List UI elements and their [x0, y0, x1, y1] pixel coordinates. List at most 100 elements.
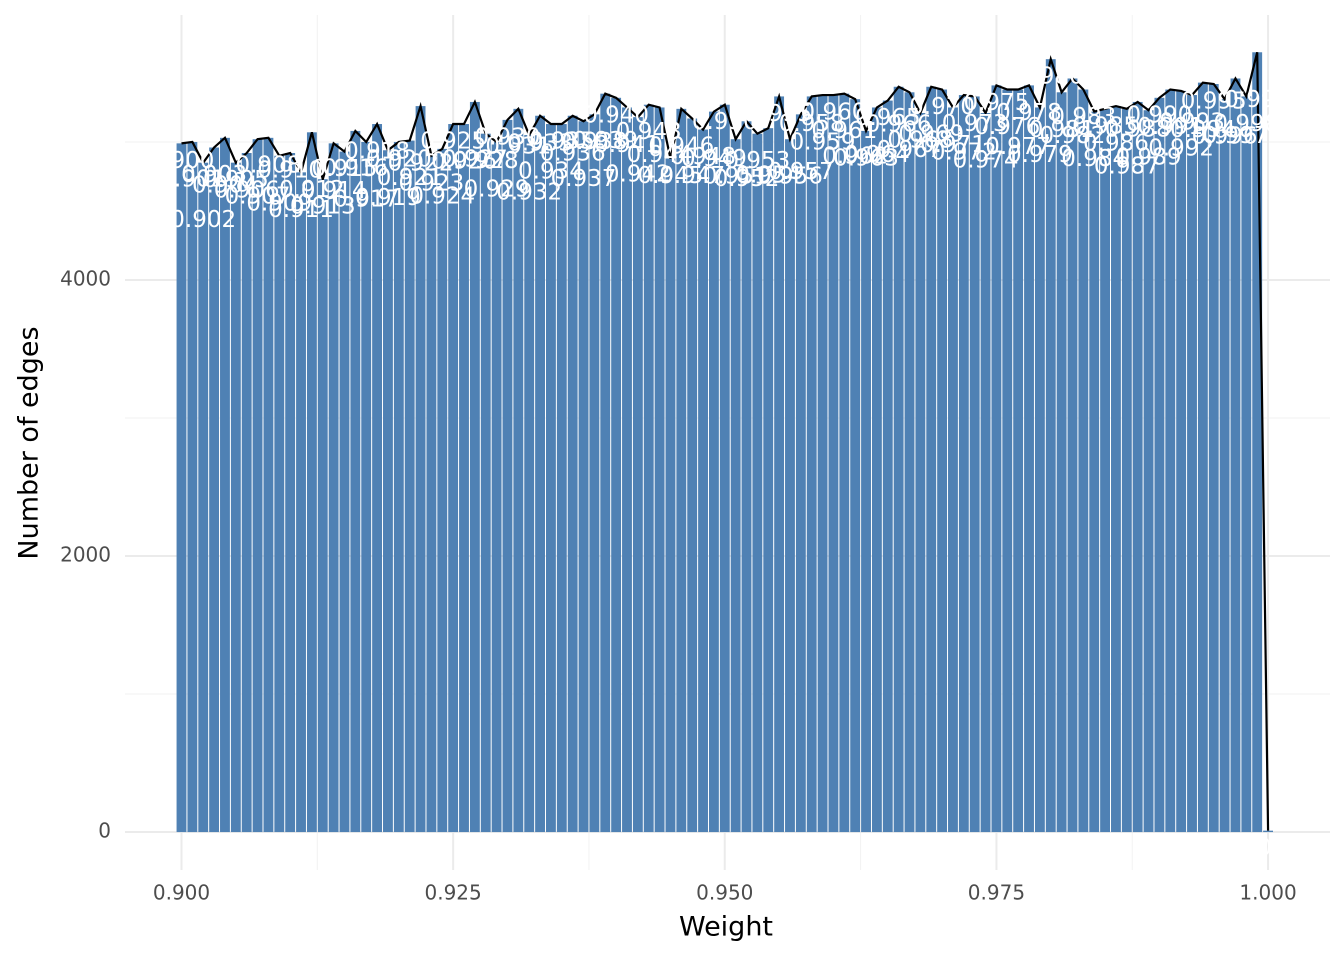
y-tick-label: 0 [98, 819, 111, 843]
point-label: 0.975 [963, 90, 1029, 116]
bar [1208, 84, 1219, 833]
bar [785, 139, 795, 833]
x-tick-label: 0.950 [696, 881, 753, 905]
point-label: 0.923 [398, 170, 464, 196]
bar [915, 112, 926, 833]
bar [611, 97, 622, 833]
point-label: 0.930 [475, 124, 541, 150]
point-label: 0.919 [355, 185, 421, 211]
bar [513, 108, 524, 833]
bar [632, 117, 643, 833]
bar [350, 130, 361, 833]
bar [752, 133, 763, 833]
point-label: 0.905 [203, 167, 269, 193]
point-label: 0.970 [909, 94, 975, 120]
bar [1197, 82, 1208, 833]
point-label: 0.974 [953, 147, 1019, 173]
x-tick-label: 0.925 [425, 881, 482, 905]
point-label: 0.911 [268, 197, 334, 223]
point-label: 0.918 [344, 139, 410, 165]
point-label: 0.920 [366, 146, 432, 172]
point-label: 0.986 [1083, 131, 1149, 157]
point-label: 0.983 [1050, 104, 1116, 130]
point-label: 0.927 [442, 146, 508, 172]
bar [372, 124, 383, 833]
point-label: 0.977 [985, 134, 1051, 160]
bar [198, 162, 209, 833]
point-label: 0.929 [464, 176, 530, 202]
bar [1252, 52, 1263, 833]
bar [274, 155, 285, 833]
bar [296, 172, 306, 833]
bar [958, 95, 969, 833]
point-label: 0.973 [942, 111, 1008, 137]
point-label: 0.960 [801, 100, 867, 126]
bar [622, 107, 632, 833]
bar [502, 119, 513, 833]
point-label: 0.949 [681, 146, 747, 172]
bar [1056, 92, 1067, 833]
point-label: 0.906 [214, 178, 280, 204]
point-label: 0.961 [811, 118, 877, 144]
point-label: 0.990 [1126, 102, 1192, 128]
point-label: 0.992 [1148, 135, 1214, 161]
point-label: 0.956 [757, 164, 823, 190]
point-label: 0.968 [887, 127, 953, 153]
point-label: 0.952 [714, 166, 780, 192]
point-label: 0.951 [703, 164, 769, 190]
y-tick-label: 2000 [60, 543, 111, 567]
point-label: 0.995 [1181, 89, 1247, 115]
point-label: 0.913 [290, 194, 356, 220]
point-label: 0.972 [931, 140, 997, 166]
bar [176, 143, 187, 833]
bar [643, 104, 654, 833]
point-label: 0.914 [301, 178, 367, 204]
bar [556, 124, 567, 833]
point-label: 0.994 [1170, 117, 1236, 143]
point-label: 0.945 [638, 163, 704, 189]
bar [904, 92, 915, 833]
bar [263, 137, 274, 833]
bar [459, 124, 469, 833]
bar [741, 121, 752, 833]
point-label: 0.900 [149, 148, 215, 174]
point-label: 0.954 [735, 163, 801, 189]
bar [285, 153, 296, 833]
point-label: 0.991 [1137, 114, 1203, 140]
point-label: 0.940 [583, 102, 649, 128]
bar [1121, 108, 1132, 833]
point-label: 0.934 [518, 159, 584, 185]
bar [448, 124, 459, 833]
point-label: 0.984 [1061, 146, 1127, 172]
bar [524, 135, 535, 833]
bar [839, 93, 850, 833]
bar [763, 128, 774, 833]
bar [948, 107, 958, 833]
bar [589, 114, 600, 833]
point-label: 0.910 [257, 158, 323, 184]
bar [317, 179, 328, 833]
point-label: 0.993 [1159, 110, 1225, 136]
bar [209, 147, 220, 833]
bar [665, 158, 676, 833]
bar [241, 153, 252, 833]
bar [1143, 110, 1154, 833]
point-label: 0.935 [529, 129, 595, 155]
bar [491, 141, 502, 833]
point-label: 0.957 [768, 159, 834, 185]
bar [1230, 78, 1241, 833]
bar [383, 150, 393, 833]
point-label: 0.939 [572, 128, 638, 154]
bar [600, 93, 611, 833]
point-label: 0.926 [431, 149, 497, 175]
bar [1067, 78, 1078, 833]
bar [1132, 101, 1143, 833]
point-label: 0.912 [279, 177, 345, 203]
bar [871, 107, 882, 833]
x-axis-title: Weight [679, 912, 773, 943]
point-label: 0.942 [605, 162, 671, 188]
bar [1089, 111, 1100, 833]
bar [926, 86, 937, 833]
bar [698, 129, 708, 833]
bar [1187, 95, 1197, 833]
